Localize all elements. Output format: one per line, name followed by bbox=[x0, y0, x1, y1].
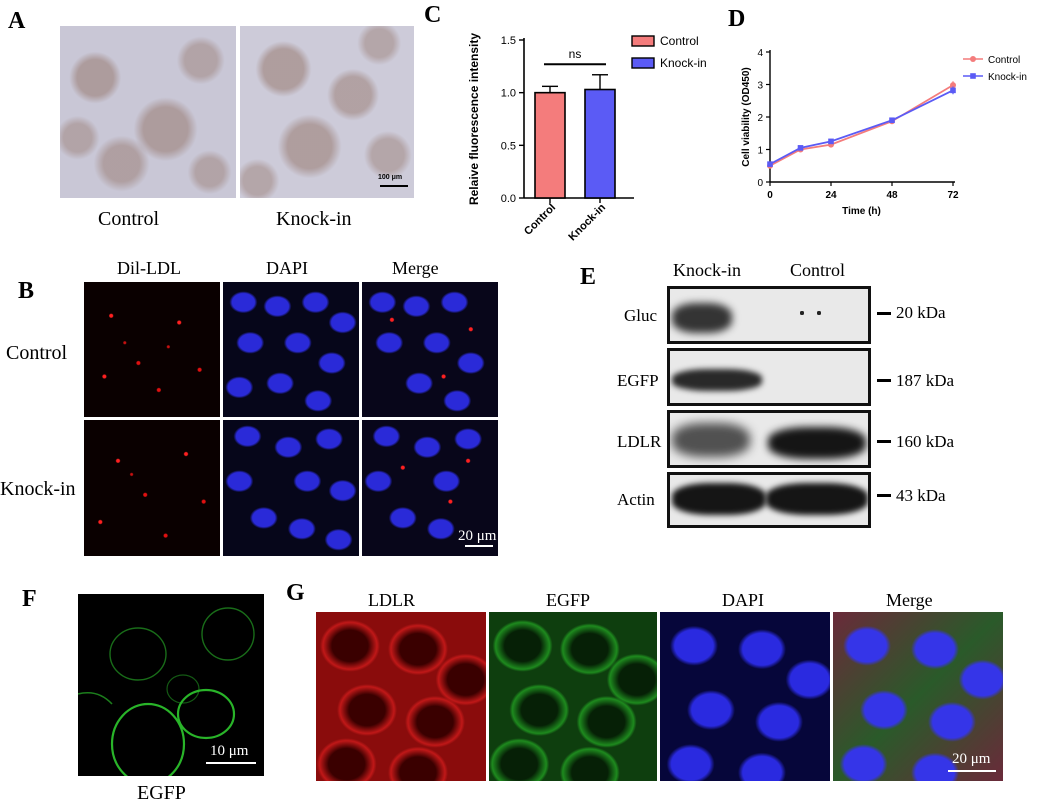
caption-f: EGFP bbox=[137, 782, 186, 804]
size-label-43kda: 43 kDa bbox=[896, 486, 946, 505]
marker-tick-187 bbox=[877, 379, 891, 382]
col-label-g-egfp: EGFP bbox=[546, 590, 591, 610]
row-label-e-actin: Actin bbox=[617, 490, 655, 509]
size-label-187kda: 187 kDa bbox=[896, 371, 955, 390]
scale-bar-b bbox=[465, 545, 493, 547]
y-tick-label-d: 1 bbox=[757, 146, 763, 157]
scale-bar-label-b: 20 μm bbox=[458, 528, 497, 544]
image-b-control-merge bbox=[362, 282, 498, 417]
image-f-egfp bbox=[78, 594, 264, 776]
y-tick-label-d: 4 bbox=[757, 48, 763, 59]
data-point-d-control bbox=[950, 82, 956, 89]
image-b-knock-in-dil-ldl bbox=[84, 420, 220, 556]
panel-label-c: C bbox=[424, 2, 442, 28]
panel-label-a: A bbox=[8, 8, 26, 34]
image-b-control-dapi bbox=[223, 282, 359, 417]
col-label-g-merge: Merge bbox=[886, 590, 933, 610]
x-tick-label-d: 48 bbox=[886, 190, 898, 201]
data-point-d-knock-in bbox=[889, 117, 895, 124]
row-label-e-egfp: EGFP bbox=[617, 371, 659, 390]
brightfield-image-knock-in bbox=[240, 26, 414, 198]
y-axis-label-c: Relaive fluorescence intensity bbox=[467, 33, 481, 205]
row-label-b-control: Control bbox=[6, 342, 68, 364]
bar-c-control bbox=[534, 91, 566, 199]
y-tick-label-d: 2 bbox=[757, 113, 763, 124]
y-tick-label-c: 1.0 bbox=[501, 88, 516, 100]
image-g-dapi bbox=[660, 612, 830, 781]
blot-ldlr bbox=[667, 410, 871, 468]
legend-label-d: Control bbox=[988, 55, 1020, 66]
legend-marker-d bbox=[970, 73, 976, 79]
legend-marker-d bbox=[970, 56, 976, 62]
image-g-egfp bbox=[489, 612, 657, 781]
scale-bar-label-g: 20 μm bbox=[952, 751, 991, 767]
x-tick-label-c: Knock-in bbox=[566, 201, 608, 243]
y-tick-label-d: 0 bbox=[757, 178, 763, 189]
caption-a-control: Control bbox=[98, 208, 160, 230]
x-axis-label-d: Time (h) bbox=[842, 206, 881, 217]
marker-tick-43 bbox=[877, 494, 891, 497]
col-label-e-control: Control bbox=[790, 260, 846, 280]
panel-label-e: E bbox=[580, 264, 597, 290]
panel-label-d: D bbox=[728, 6, 746, 32]
marker-tick-20 bbox=[877, 312, 891, 315]
row-label-e-ldlr: LDLR bbox=[617, 432, 662, 451]
col-label-b-merge: Merge bbox=[392, 258, 439, 278]
panel-label-b: B bbox=[18, 278, 35, 304]
legend-swatch-c bbox=[631, 35, 655, 47]
data-point-d-knock-in bbox=[950, 87, 956, 94]
x-tick-label-c: Control bbox=[522, 202, 558, 238]
legend-label-c: Control bbox=[660, 34, 699, 48]
significance-label-c: ns bbox=[569, 47, 582, 61]
legend-swatch-c bbox=[631, 57, 655, 69]
bar-c-knock-in bbox=[584, 88, 616, 199]
col-label-g-dapi: DAPI bbox=[722, 590, 765, 610]
size-label-160kda: 160 kDa bbox=[896, 432, 955, 451]
chart-d: 0 1 2 3 4 0 24 48 72 Time (h) Cell viability (OD45… bbox=[741, 48, 1027, 217]
y-tick-label-c: 0.0 bbox=[501, 193, 516, 205]
legend-label-d: Knock-in bbox=[988, 72, 1027, 83]
image-g-ldlr bbox=[316, 612, 486, 781]
image-b-knock-in-dapi bbox=[223, 420, 359, 556]
y-axis-label-d: Cell viability (OD450) bbox=[741, 67, 752, 166]
data-point-d-knock-in bbox=[767, 161, 773, 167]
col-label-b-dil-ldl: Dil-LDL bbox=[117, 258, 181, 278]
data-point-d-knock-in bbox=[797, 145, 804, 151]
col-label-g-ldlr: LDLR bbox=[368, 590, 415, 610]
scale-bar-label-f: 10 μm bbox=[210, 743, 249, 759]
x-tick-label-d: 72 bbox=[947, 190, 959, 201]
y-tick-label-c: 1.5 bbox=[501, 35, 516, 47]
scale-bar-label-a: 100 μm bbox=[378, 174, 403, 181]
image-g-merge bbox=[833, 612, 1003, 781]
col-label-e-knock-in: Knock-in bbox=[673, 260, 741, 280]
legend-label-c: Knock-in bbox=[660, 56, 707, 70]
marker-tick-160 bbox=[877, 440, 891, 443]
x-tick-label-d: 0 bbox=[767, 190, 773, 201]
row-label-e-gluc: Gluc bbox=[624, 306, 658, 325]
brightfield-image-control bbox=[60, 26, 236, 198]
row-label-b-knock-in: Knock-in bbox=[0, 478, 76, 500]
data-point-d-knock-in bbox=[828, 138, 834, 145]
x-tick-label-d: 24 bbox=[825, 190, 837, 201]
series-line-d-control bbox=[769, 84, 954, 167]
blot-actin bbox=[667, 472, 871, 528]
blot-gluc bbox=[667, 286, 871, 344]
scale-bar-f bbox=[206, 762, 256, 764]
y-tick-label-c: 0.5 bbox=[501, 140, 516, 152]
size-label-20kda: 20 kDa bbox=[896, 303, 946, 322]
panel-label-g: G bbox=[286, 580, 305, 606]
scale-bar-g bbox=[948, 770, 996, 772]
panel-label-f: F bbox=[22, 586, 37, 612]
caption-a-knock-in: Knock-in bbox=[276, 208, 352, 230]
col-label-b-dapi: DAPI bbox=[266, 258, 309, 278]
y-tick-label-d: 3 bbox=[757, 81, 763, 92]
scale-bar-a bbox=[380, 185, 408, 187]
blot-egfp bbox=[667, 348, 871, 406]
image-b-control-dil-ldl bbox=[84, 282, 220, 417]
image-b-knock-in-merge bbox=[362, 420, 498, 556]
